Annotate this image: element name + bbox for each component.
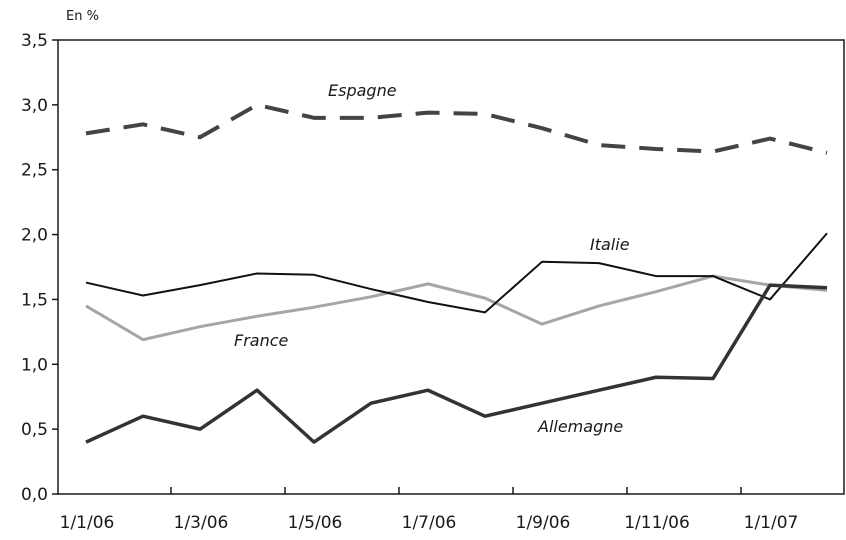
x-tick-label: 1/1/07: [744, 513, 799, 533]
plot-frame: [57, 39, 845, 495]
y-axis: 0,0 0,5 1,0 1,5 2,0 2,5 3,0 3,5: [21, 31, 58, 505]
y-tick-label: 2,5: [21, 161, 48, 181]
x-tick-label: 1/9/06: [516, 513, 571, 533]
x-tick-label: 1/11/06: [624, 513, 690, 533]
y-tick-label: 0,5: [21, 420, 48, 440]
series-label-espagne: Espagne: [328, 81, 397, 100]
series-label-allemagne: Allemagne: [537, 417, 623, 436]
series-label-italie: Italie: [590, 235, 630, 254]
series-group: [85, 102, 828, 444]
x-axis: 1/1/06 1/3/06 1/5/06 1/7/06 1/9/06 1/11/06 1/1…: [60, 487, 799, 533]
x-tick-label: 1/7/06: [402, 513, 457, 533]
series-line-espagne: [85, 102, 828, 155]
y-tick-label: 3,0: [21, 96, 48, 116]
y-tick-label: 2,0: [21, 226, 48, 246]
x-tick-label: 1/1/06: [60, 513, 115, 533]
x-tick-label: 1/5/06: [288, 513, 343, 533]
unit-label: En %: [66, 9, 99, 24]
y-tick-label: 1,5: [21, 290, 48, 310]
y-tick-label: 0,0: [21, 485, 48, 505]
series-line-allemagne: [85, 283, 828, 444]
series-line-france: [85, 274, 828, 342]
y-tick-label: 3,5: [21, 31, 48, 51]
series-label-france: France: [234, 331, 289, 350]
series-line-italie: [85, 232, 828, 314]
y-tick-label: 1,0: [21, 355, 48, 375]
x-tick-label: 1/3/06: [174, 513, 229, 533]
series-labels: Espagne Italie France Allemagne: [234, 81, 630, 436]
